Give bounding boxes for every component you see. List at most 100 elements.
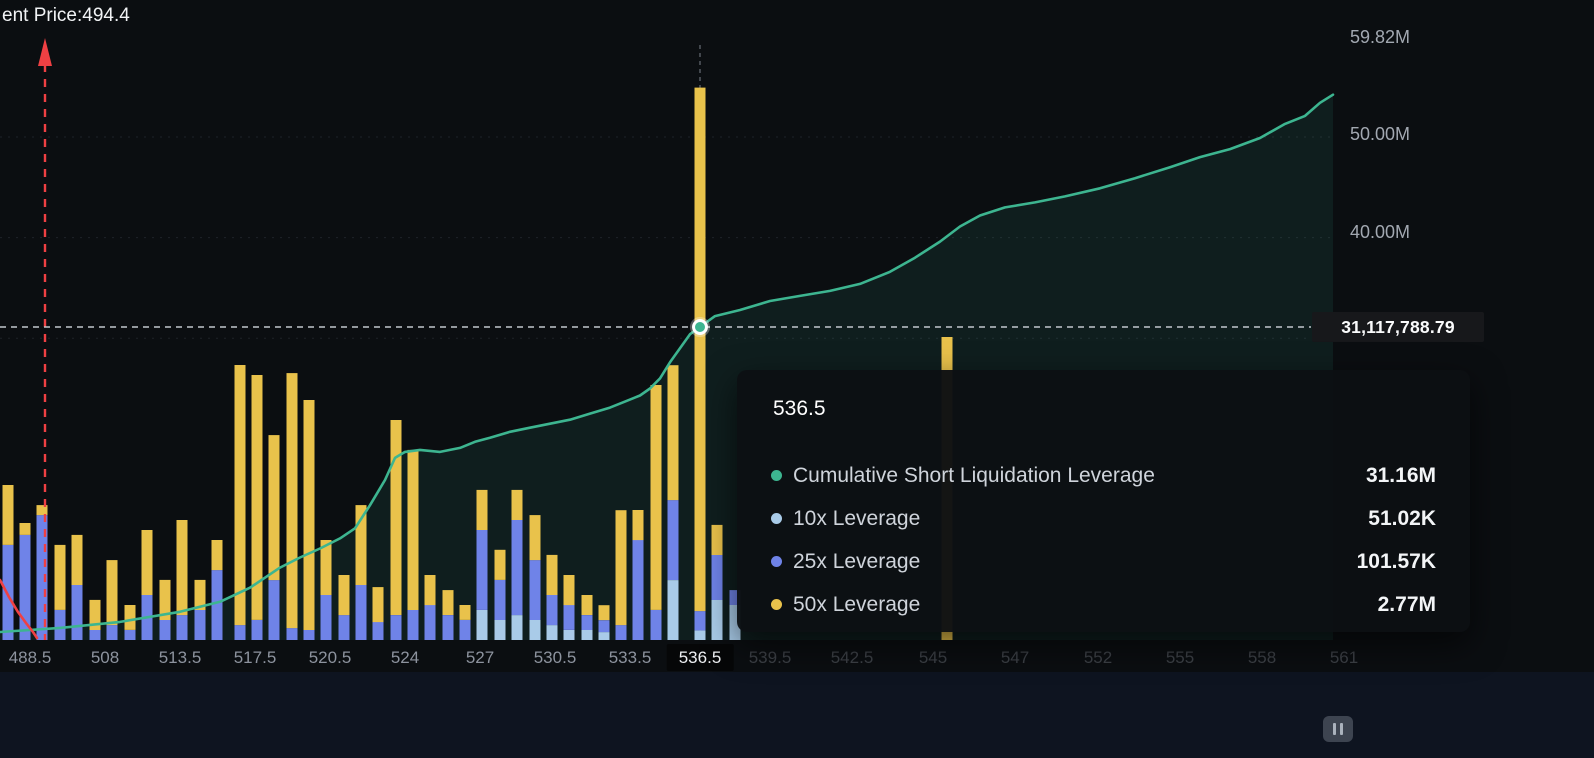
tooltip: 536.5 Cumulative Short Liquidation Lever…: [737, 370, 1470, 632]
liquidation-bar: [106, 625, 118, 640]
liquidation-bar: [563, 575, 575, 606]
liquidation-bar: [286, 628, 298, 640]
crosshair-x-chip: 536.5: [666, 644, 734, 671]
liquidation-bar: [459, 620, 471, 640]
liquidation-bar: [650, 609, 662, 640]
liquidation-bar: [234, 625, 246, 640]
series-dot-icon: [771, 470, 782, 481]
liquidation-bar: [632, 540, 644, 640]
liquidation-bar: [694, 611, 706, 631]
x-axis-label: 513.5: [158, 648, 202, 667]
series-name: 50x Leverage: [793, 592, 921, 616]
x-axis-label: 552: [1083, 648, 1113, 667]
liquidation-bar: [36, 505, 48, 516]
liquidation-bar: [194, 579, 206, 610]
x-axis-label: 508: [90, 648, 120, 667]
liquidation-bar: [338, 615, 350, 640]
crosshair-marker-ring: [690, 317, 710, 337]
x-axis-label: 488.5: [8, 648, 52, 667]
liquidation-bar: [338, 575, 350, 616]
liquidation-bar: [546, 625, 558, 640]
series-dot-icon: [771, 556, 782, 567]
liquidation-bar: [251, 375, 263, 620]
liquidation-bar: [581, 595, 593, 615]
liquidation-bar: [711, 555, 723, 600]
liquidation-bar: [729, 605, 741, 640]
liquidation-bar: [2, 485, 14, 545]
liquidation-bar: [494, 620, 506, 640]
liquidation-bar: [476, 609, 488, 640]
pause-handle-icon[interactable]: [1323, 716, 1353, 742]
liquidation-bar: [424, 575, 436, 606]
liquidation-bar: [459, 605, 471, 620]
liquidation-bar: [424, 605, 436, 640]
liquidation-bar: [141, 530, 153, 595]
liquidation-bar: [106, 560, 118, 626]
y-axis-label: 50.00M: [1350, 124, 1411, 144]
x-axis-label: 533.5: [608, 648, 652, 667]
liquidation-bar: [268, 580, 280, 640]
liquidation-bar: [54, 609, 66, 640]
cumulative-short-line: [0, 93, 1335, 634]
x-axis-label: 545: [918, 648, 948, 667]
liquidation-bar: [355, 585, 367, 640]
liquidation-bar: [176, 615, 188, 640]
pause-bar-icon: [1333, 723, 1336, 735]
series-value: 2.77M: [1377, 592, 1436, 616]
tooltip-row: 50x Leverage 2.77M: [771, 583, 1436, 626]
x-axis-label: 555: [1165, 648, 1195, 667]
liquidation-bar: [89, 599, 101, 630]
series-dot-icon: [771, 513, 782, 524]
liquidation-bar: [615, 510, 627, 626]
series-name: 10x Leverage: [793, 506, 921, 530]
liquidation-bar: [581, 615, 593, 630]
liquidation-bar: [476, 530, 488, 610]
liquidation-bar: [407, 449, 419, 610]
series-name: 25x Leverage: [793, 549, 921, 573]
liquidation-bar: [476, 489, 488, 530]
liquidation-bar: [355, 505, 367, 585]
liquidation-bar: [407, 609, 419, 640]
y-axis-label: 59.82M: [1350, 27, 1411, 47]
liquidation-bar: [89, 630, 101, 640]
liquidation-bar: [563, 605, 575, 630]
liquidation-bar: [442, 590, 454, 615]
liquidation-bar: [19, 534, 31, 640]
liquidation-bar: [194, 609, 206, 640]
navigator-strip[interactable]: [0, 672, 1594, 758]
liquidation-bar: [303, 630, 315, 640]
x-axis-label: 542.5: [830, 648, 874, 667]
x-axis-label: 558: [1247, 648, 1277, 667]
liquidation-bar: [511, 489, 523, 520]
liquidation-bar: [598, 620, 610, 633]
liquidation-bar: [546, 595, 558, 626]
liquidation-bar: [320, 595, 332, 640]
x-axis-label: 527: [465, 648, 495, 667]
current-price-arrow-icon: [38, 38, 52, 66]
liquidation-bar: [563, 630, 575, 640]
x-axis-label: 524: [390, 648, 420, 667]
liquidation-bar: [494, 579, 506, 620]
liquidation-bar: [372, 622, 384, 640]
liquidation-bar: [667, 365, 679, 501]
liquidation-bar: [650, 385, 662, 610]
liquidation-bar: [442, 615, 454, 640]
tooltip-row: 25x Leverage 101.57K: [771, 540, 1436, 583]
liquidation-bar: [176, 520, 188, 616]
liquidation-bar: [390, 615, 402, 640]
x-axis-label: 561: [1329, 648, 1359, 667]
x-axis-label: 520.5: [308, 648, 352, 667]
liquidation-bar: [159, 579, 171, 620]
liquidation-bar: [19, 523, 31, 535]
liquidation-bar: [251, 620, 263, 640]
liquidation-bar: [615, 625, 627, 640]
x-axis-label: 547: [1000, 648, 1030, 667]
series-dot-icon: [771, 599, 782, 610]
series-value: 101.57K: [1356, 549, 1436, 573]
series-name: Cumulative Short Liquidation Leverage: [793, 463, 1155, 487]
liquidation-bar: [71, 585, 83, 640]
liquidation-bar: [711, 524, 723, 555]
liquidation-bar: [529, 620, 541, 640]
liquidation-bar: [694, 87, 706, 612]
